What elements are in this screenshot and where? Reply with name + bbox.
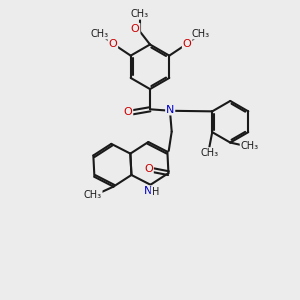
Text: CH₃: CH₃ (200, 148, 218, 158)
Text: O: O (144, 164, 153, 174)
Text: N: N (144, 186, 152, 196)
Text: CH₃: CH₃ (241, 140, 259, 151)
Text: H: H (152, 187, 159, 197)
Text: CH₃: CH₃ (90, 28, 108, 39)
Text: O: O (131, 24, 140, 34)
Text: O: O (109, 39, 117, 49)
Text: O: O (183, 39, 191, 49)
Text: CH₃: CH₃ (84, 190, 102, 200)
Text: CH₃: CH₃ (192, 28, 210, 39)
Text: CH₃: CH₃ (130, 9, 149, 19)
Text: O: O (124, 107, 132, 117)
Text: N: N (166, 105, 174, 115)
